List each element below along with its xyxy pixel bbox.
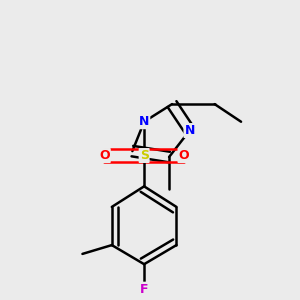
Text: O: O — [178, 149, 189, 162]
Text: O: O — [99, 149, 110, 162]
Text: N: N — [184, 124, 195, 137]
Text: N: N — [139, 115, 149, 128]
Text: F: F — [140, 283, 148, 296]
Text: S: S — [140, 149, 148, 162]
